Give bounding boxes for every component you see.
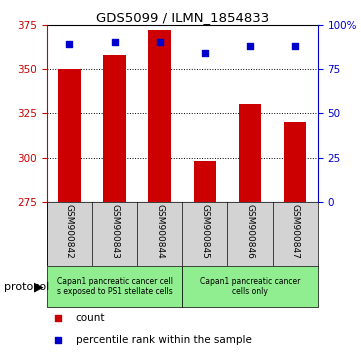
Point [247,43,253,49]
Text: GSM900843: GSM900843 [110,204,119,258]
Text: GSM900847: GSM900847 [291,204,300,258]
Bar [148,30,171,202]
Title: GDS5099 / ILMN_1854833: GDS5099 / ILMN_1854833 [96,11,269,24]
Text: GSM900844: GSM900844 [155,204,164,258]
Point [112,40,118,45]
Text: Capan1 pancreatic cancer
cells only: Capan1 pancreatic cancer cells only [200,277,300,296]
Text: Capan1 pancreatic cancer cell
s exposed to PS1 stellate cells: Capan1 pancreatic cancer cell s exposed … [57,277,173,296]
Text: GSM900846: GSM900846 [245,204,255,258]
Bar [182,266,318,307]
Text: percentile rank within the sample: percentile rank within the sample [76,335,252,345]
Bar [47,266,182,307]
Bar [193,161,216,202]
Point [292,43,298,49]
Bar [58,69,81,202]
Point [202,50,208,56]
Text: GSM900845: GSM900845 [200,204,209,258]
Bar [239,104,261,202]
Point [157,40,162,45]
Bar [103,55,126,202]
Point [55,315,61,321]
Point [67,41,73,47]
Text: ▶: ▶ [34,280,44,293]
Text: protocol: protocol [4,282,49,292]
Bar [284,122,306,202]
Text: GSM900842: GSM900842 [65,204,74,258]
Point [55,337,61,343]
Text: count: count [76,313,105,323]
